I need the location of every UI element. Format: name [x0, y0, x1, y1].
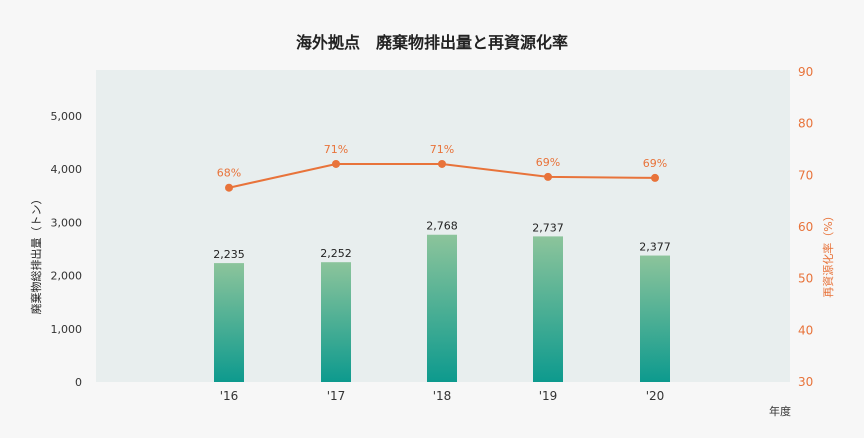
bar [427, 234, 457, 382]
x-tick: '20 [646, 389, 665, 403]
x-tick: '17 [327, 389, 346, 403]
bar-series: 2,235 2,252 2,768 2,737 2,377 [213, 220, 671, 382]
y-tick-right: 40 [798, 323, 813, 337]
y-axis-left-label: 廃棄物総排出量（トン） [29, 194, 43, 315]
rate-point [332, 159, 340, 168]
rate-value-label: 69% [536, 156, 560, 169]
bar [533, 236, 563, 382]
rate-value-label: 68% [217, 167, 241, 180]
rate-point [438, 159, 446, 168]
y-axis-left-ticks: 0 1,000 2,000 3,000 4,000 5,000 [51, 110, 83, 389]
y-tick-left: 4,000 [51, 163, 83, 176]
x-axis-label: 年度 [769, 404, 791, 418]
x-tick: '19 [539, 389, 558, 403]
y-tick-right: 50 [798, 272, 813, 286]
y-tick-right: 90 [798, 65, 813, 79]
bar [214, 263, 244, 382]
x-tick: '16 [220, 389, 239, 403]
bar-value-label: 2,377 [639, 241, 671, 254]
rate-point [651, 173, 659, 182]
y-tick-left: 5,000 [51, 110, 83, 123]
bar-value-label: 2,235 [213, 248, 245, 261]
bar-value-label: 2,737 [532, 221, 564, 234]
y-tick-right: 80 [798, 117, 813, 131]
rate-point [225, 183, 233, 192]
y-tick-left: 3,000 [51, 216, 83, 229]
y-tick-right: 60 [798, 220, 813, 234]
x-tick: '18 [433, 389, 452, 403]
rate-value-label: 69% [643, 157, 667, 170]
bar-value-label: 2,252 [320, 247, 352, 260]
rate-value-label: 71% [324, 143, 348, 156]
y-tick-left: 2,000 [51, 270, 83, 283]
line-series: 68% 71% 71% 69% 69% [217, 143, 667, 192]
rate-point [544, 172, 552, 181]
bar-value-label: 2,768 [426, 220, 458, 233]
y-tick-left: 0 [75, 376, 82, 389]
y-tick-right: 70 [798, 168, 813, 182]
rate-value-label: 71% [430, 143, 454, 156]
bar [321, 262, 351, 382]
bar [640, 255, 670, 382]
y-tick-right: 30 [798, 375, 813, 389]
y-tick-left: 1,000 [51, 323, 83, 336]
y-axis-right-ticks: 30 40 50 60 70 80 90 [798, 65, 813, 389]
x-axis-ticks: '16 '17 '18 '19 '20 [220, 389, 665, 403]
chart-title: 海外拠点 廃棄物排出量と再資源化率 [296, 33, 568, 52]
y-axis-right-label: 再資源化率（%） [821, 210, 835, 297]
